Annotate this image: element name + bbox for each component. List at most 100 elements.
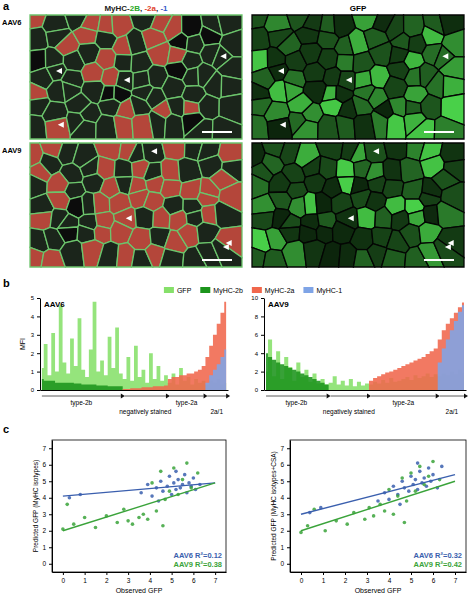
tick-label: 0 <box>280 560 284 567</box>
tick: 2 <box>255 369 264 375</box>
tick: 7 <box>280 445 290 452</box>
legend-label: AAV9 R²=0.42 <box>414 560 462 569</box>
muscle-fiber <box>30 27 48 51</box>
tick-label: 6 <box>192 577 196 584</box>
data-point <box>376 499 380 503</box>
muscle-fiber <box>167 97 185 118</box>
data-point <box>418 470 422 474</box>
tick: 0 <box>62 572 66 584</box>
arrowhead <box>442 53 448 59</box>
data-point <box>68 496 72 500</box>
muscle-fiber <box>93 192 109 214</box>
y-axis: 0246810 <box>251 295 264 393</box>
data-point <box>405 499 409 503</box>
data-point <box>185 461 189 465</box>
tick-mark <box>261 316 264 317</box>
tick-mark <box>261 335 264 336</box>
tick-mark <box>287 547 290 548</box>
data-point <box>416 461 420 465</box>
tick-mark <box>287 514 290 515</box>
data-point <box>187 481 191 485</box>
chart-title: AAV6 <box>44 300 65 309</box>
tick: 4 <box>255 351 264 357</box>
x-axis-title: Observed GFP <box>116 587 163 594</box>
tick-mark <box>37 335 40 336</box>
tick-label: 1 <box>280 544 284 551</box>
group-label: type-2a <box>393 399 415 407</box>
tick: 5 <box>410 572 414 584</box>
axis-line <box>40 299 41 391</box>
data-point <box>409 475 413 479</box>
data-point <box>398 503 402 507</box>
tick-label: 6 <box>255 332 259 338</box>
muscle-fiber <box>381 249 405 267</box>
arrowhead <box>151 148 157 154</box>
muscle-fiber <box>212 116 242 139</box>
tick: 6 <box>255 332 264 338</box>
micrograph <box>252 15 464 139</box>
tick-label: 0 <box>255 387 259 393</box>
data-point <box>414 478 418 482</box>
data-point <box>139 491 143 495</box>
tick: 7 <box>42 445 52 452</box>
fit-line <box>63 483 215 531</box>
chart-title: AAV9 <box>268 300 289 309</box>
data-point <box>440 465 444 469</box>
tick-label: 7 <box>280 445 284 452</box>
legend-label: GFP <box>177 287 192 294</box>
muscle-fiber <box>292 120 318 139</box>
muscle-fiber <box>184 119 213 139</box>
tick-mark <box>287 531 290 532</box>
legend-patch <box>173 551 223 560</box>
muscle-fiber <box>212 239 242 267</box>
tick: 4 <box>280 494 290 501</box>
group-label: negatively stained <box>119 408 171 416</box>
tick-label: 6 <box>42 461 46 468</box>
y-axis: 012345 <box>31 295 41 393</box>
tick: 8 <box>255 314 264 320</box>
x-axis-title: Observed GFP <box>355 587 402 594</box>
tick-mark <box>49 498 52 499</box>
group-label: type-2b <box>285 399 307 407</box>
fit-line <box>301 481 455 531</box>
tick-mark <box>49 547 52 548</box>
data-point <box>174 470 178 474</box>
tick: 3 <box>127 572 131 584</box>
tick-label: 8 <box>255 314 259 320</box>
tick: 6 <box>192 572 196 584</box>
scale-bar <box>202 131 232 133</box>
data-point <box>409 471 413 475</box>
x-axis: 01234567 <box>291 572 467 584</box>
tick-label: 3 <box>127 577 131 584</box>
tick-mark <box>37 390 40 391</box>
area-chart: 0246810AAV9type-2bnegatively stainedtype… <box>251 295 468 416</box>
tick-label: 0 <box>31 387 35 393</box>
tick-mark <box>49 481 52 482</box>
data-point <box>94 526 98 530</box>
axis-line <box>52 441 53 573</box>
y-axis: 01234567 <box>280 441 290 573</box>
tick-label: 4 <box>255 351 259 357</box>
tick: 4 <box>42 494 52 501</box>
legend: GFPMyHC-2bMyHC-2aMyHC-1 <box>164 287 342 295</box>
muscle-fiber <box>336 115 356 139</box>
tick: 0 <box>280 560 290 567</box>
data-point <box>189 486 193 490</box>
muscle-fiber <box>389 97 407 118</box>
group-bracket <box>440 396 464 397</box>
group-bracket <box>331 396 367 397</box>
tick: 5 <box>170 572 174 584</box>
plot-marks <box>61 461 215 531</box>
muscle-fiber <box>177 224 199 248</box>
tick: 5 <box>31 295 40 301</box>
legend-label: MyHC-2a <box>265 287 295 295</box>
tick: 3 <box>31 332 40 338</box>
tick: 4 <box>149 572 153 584</box>
axis-line <box>291 572 467 573</box>
micrograph-background <box>30 15 242 139</box>
tick: 1 <box>83 572 87 584</box>
data-point <box>155 509 159 513</box>
tick: 0 <box>31 387 40 393</box>
tick-mark <box>49 564 52 565</box>
tick-mark <box>261 372 264 373</box>
